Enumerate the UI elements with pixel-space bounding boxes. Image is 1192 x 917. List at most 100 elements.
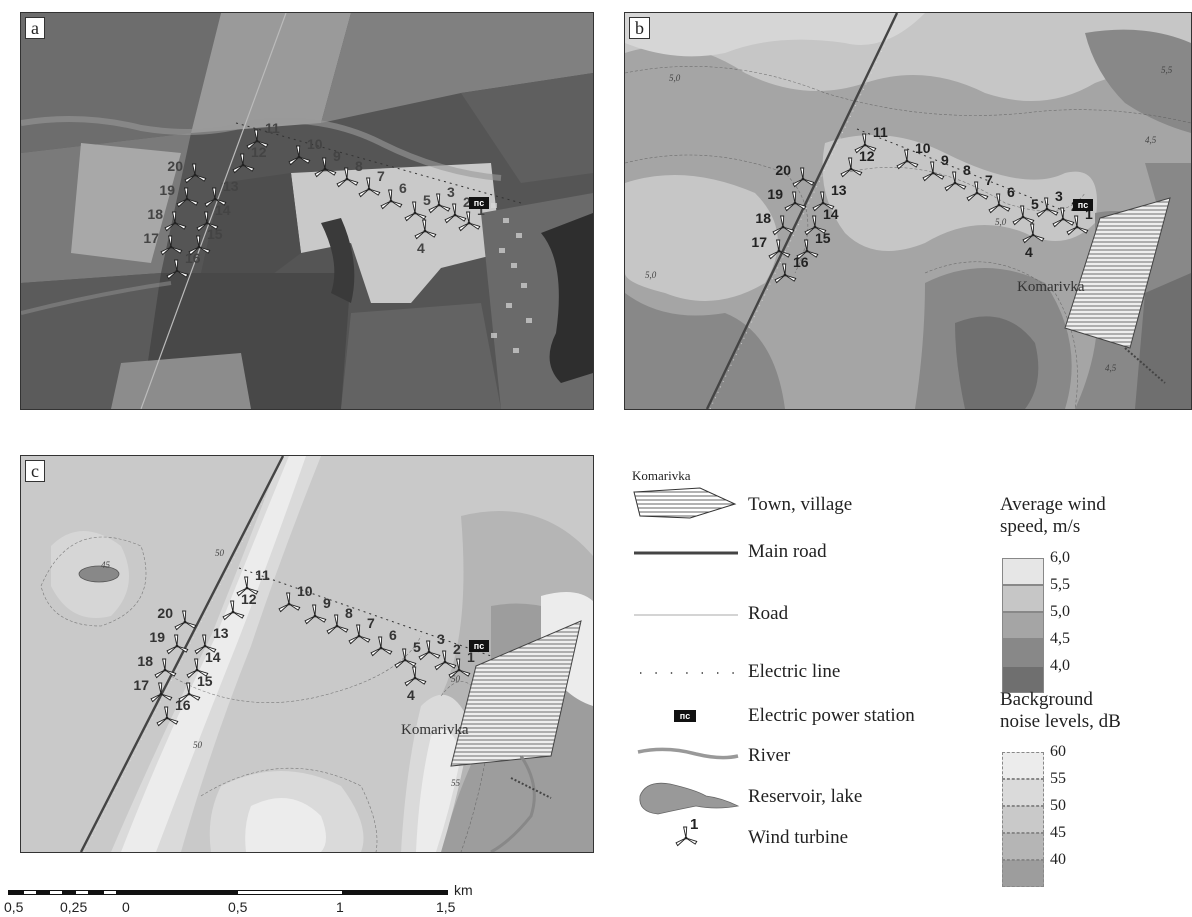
wind-turbine-9: 9 <box>922 152 949 182</box>
turbine-label-1: 1 <box>477 202 485 218</box>
wind-turbine-5: 5 <box>1012 196 1039 226</box>
panel-a-label: a <box>25 17 45 39</box>
turbine-label-1: 1 <box>467 649 475 665</box>
contour-label-3: 5,0 <box>645 270 657 280</box>
turbine-label-4: 4 <box>407 687 415 703</box>
wind-turbine-10: 10 <box>896 140 931 170</box>
ramp-swatch <box>1002 558 1044 585</box>
wind-turbine-20: 20 <box>167 158 207 184</box>
turbine-label-6: 6 <box>389 627 397 643</box>
legend-road: Road <box>748 603 789 624</box>
wind-turbine-4: 4 <box>404 666 427 703</box>
noise-ramp-title-2: noise levels, dB <box>1000 711 1121 732</box>
power-station: пс <box>1073 199 1093 211</box>
wind-turbine-19: 19 <box>149 629 189 655</box>
power-station: пс <box>469 640 489 652</box>
wind-turbine-3: 3 <box>428 184 455 214</box>
legend-power-station: Electric power station <box>748 705 915 726</box>
wind-turbine-9: 9 <box>304 595 331 625</box>
legend-electric-line: Electric line <box>748 661 841 682</box>
noise-ramp-title-1: Background <box>1000 689 1093 710</box>
wind-turbine-6: 6 <box>380 180 407 210</box>
wind-ramp-title-1: Average wind <box>1000 494 1106 515</box>
scale-tick-5: 1 <box>336 899 344 915</box>
turbine-label-7: 7 <box>367 615 375 631</box>
turbine-label-12: 12 <box>241 591 257 607</box>
turbine-label-6: 6 <box>1007 184 1015 200</box>
scale-tick-2: 0,25 <box>60 899 88 915</box>
ramp-swatch <box>1002 585 1044 612</box>
turbine-label-4: 4 <box>1025 244 1033 260</box>
wind-turbine-1: 1 <box>448 649 475 679</box>
town-symbol <box>633 487 737 519</box>
svg-text:пс: пс <box>1078 200 1088 210</box>
turbine-label-12: 12 <box>859 148 875 164</box>
turbine-label-14: 14 <box>823 206 839 222</box>
ramp-swatch <box>1002 639 1044 666</box>
turbine-label-9: 9 <box>333 148 341 164</box>
ramp-swatch <box>1002 779 1044 806</box>
turbine-label-8: 8 <box>963 162 971 178</box>
wind-turbine-8: 8 <box>336 158 363 188</box>
turbine-label-20: 20 <box>167 158 183 174</box>
wind-turbine-12: 12 <box>222 591 257 621</box>
noise-surface: 50 45 50 50 55 Komarivka <box>21 456 593 852</box>
noise-contour-3: 50 <box>451 674 461 684</box>
wind-turbine-2: 2 <box>434 641 461 671</box>
turbine-label-6: 6 <box>399 180 407 196</box>
wind-turbine-5: 5 <box>404 192 431 222</box>
turbine-label-13: 13 <box>223 178 239 194</box>
turbine-label-10: 10 <box>915 140 931 156</box>
legend-main-road: Main road <box>748 541 827 562</box>
wind-turbine-15: 15 <box>188 226 223 256</box>
turbine-label-15: 15 <box>197 673 213 689</box>
wind-turbine-19: 19 <box>767 186 807 212</box>
turbine-label-4: 4 <box>417 240 425 256</box>
wind-ramp-title-2: speed, m/s <box>1000 516 1081 537</box>
road-symbol <box>634 614 738 616</box>
wind-turbine-20: 20 <box>157 605 197 631</box>
wind-turbine-16: 16 <box>166 250 201 280</box>
contour-label-4: 4,5 <box>1105 363 1117 373</box>
turbine-label-11: 11 <box>873 124 888 140</box>
wind-turbine-15: 15 <box>178 673 213 703</box>
wind-turbine-5: 5 <box>394 639 421 669</box>
satellite-image <box>21 13 593 409</box>
turbine-label-9: 9 <box>323 595 331 611</box>
noise-contour-5: 55 <box>451 778 461 788</box>
wind-turbine-17: 17 <box>143 230 183 256</box>
turbine-label-15: 15 <box>207 226 223 242</box>
wind-turbine-7: 7 <box>348 615 375 645</box>
panel-c-noise-map: 50 45 50 50 55 Komarivka c 1 2 3 4 5 6 7 8 9 10 11… <box>20 455 594 853</box>
wind-turbine-6: 6 <box>370 627 397 657</box>
ramp-swatch <box>1002 612 1044 639</box>
svg-text:пс: пс <box>474 641 484 651</box>
scale-tick-6: 1,5 <box>436 899 456 915</box>
scale-tick-3: 0 <box>122 899 130 915</box>
wind-turbine-1: 1 <box>458 202 485 232</box>
panel-b-label: b <box>629 17 650 39</box>
wind-turbine-15: 15 <box>796 230 831 260</box>
wind-turbine-10: 10 <box>288 136 323 166</box>
power-station: пс <box>469 197 489 209</box>
reservoir-symbol <box>639 782 740 815</box>
turbine-label-20: 20 <box>775 162 791 178</box>
svg-text:пс: пс <box>474 198 484 208</box>
ramp-tick: 40 <box>1050 851 1066 868</box>
turbine-label-18: 18 <box>147 206 163 222</box>
turbine-label-13: 13 <box>831 182 847 198</box>
river-symbol <box>637 747 739 760</box>
turbine-label-5: 5 <box>1031 196 1039 212</box>
wind-turbine-16: 16 <box>774 254 809 284</box>
wind-turbine-7: 7 <box>966 172 993 202</box>
wind-turbine-7: 7 <box>358 168 385 198</box>
wind-turbine-11: 11 <box>854 124 888 154</box>
turbine-label-10: 10 <box>307 136 323 152</box>
turbine-label-19: 19 <box>159 182 175 198</box>
ramp-tick: 4,5 <box>1050 630 1070 647</box>
legend-turbine-number: 1 <box>690 816 699 833</box>
wind-turbine-8: 8 <box>944 162 971 192</box>
wind-turbine-2: 2 <box>444 194 471 224</box>
wind-turbine-18: 18 <box>137 653 177 679</box>
